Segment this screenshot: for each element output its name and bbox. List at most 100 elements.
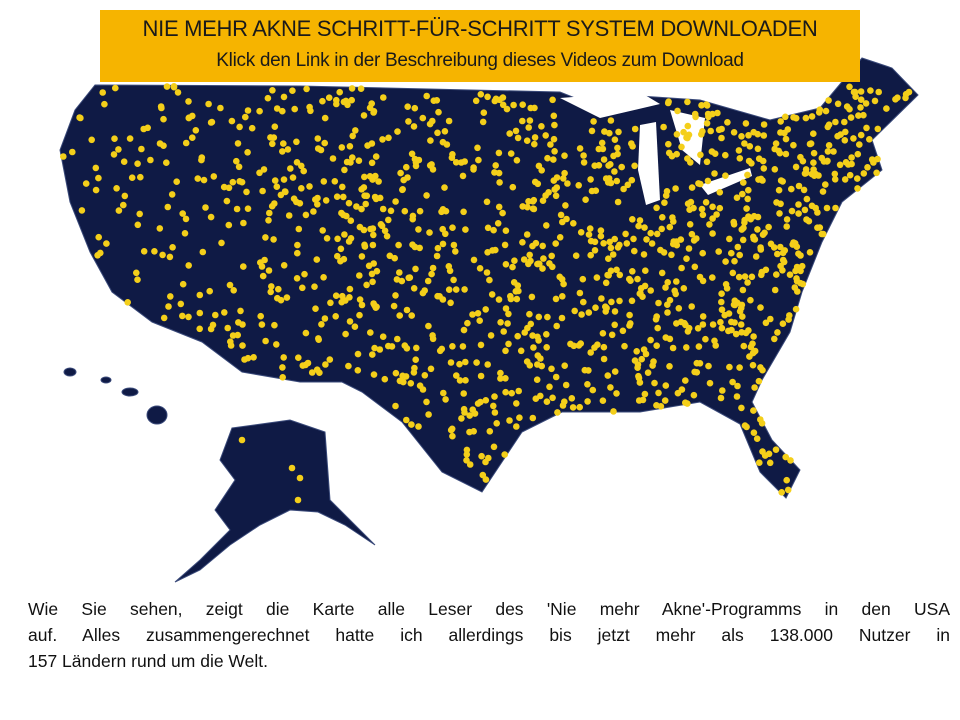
reader-dot [756, 459, 763, 467]
reader-dot [338, 144, 346, 151]
reader-dot [587, 237, 595, 245]
reader-dot [496, 179, 503, 186]
reader-dot [750, 333, 757, 340]
reader-dot [711, 150, 719, 157]
reader-dot [349, 132, 357, 140]
reader-dot [257, 312, 265, 320]
download-banner[interactable]: NIE MEHR AKNE SCHRITT-FÜR-SCHRITT SYSTEM… [100, 10, 860, 82]
reader-dot [699, 249, 706, 257]
reader-dot [716, 204, 724, 212]
reader-dot [807, 140, 815, 147]
reader-dot [285, 212, 293, 219]
reader-dot [744, 195, 751, 203]
reader-dot [733, 393, 741, 400]
reader-dot [741, 140, 748, 147]
reader-dot [554, 409, 561, 416]
reader-dot [113, 185, 120, 192]
reader-dot [206, 287, 213, 295]
banner-title: NIE MEHR AKNE SCHRITT-FÜR-SCHRITT SYSTEM… [142, 16, 818, 41]
reader-dot [495, 149, 503, 157]
reader-dot [358, 186, 365, 193]
reader-dot [434, 292, 441, 300]
reader-dot [669, 344, 677, 352]
reader-dot [477, 341, 485, 349]
reader-dot [283, 294, 291, 301]
reader-dot [664, 279, 671, 286]
reader-dot [590, 118, 597, 125]
reader-dot [136, 210, 143, 218]
reader-dot [655, 389, 662, 397]
reader-dot [582, 196, 589, 203]
reader-dot [331, 178, 339, 185]
reader-dot [726, 363, 733, 371]
reader-dot [77, 114, 84, 122]
reader-dot [682, 377, 689, 384]
reader-dot [256, 107, 263, 115]
paragraph-line: 157 Ländern rund um die Welt. [28, 651, 268, 671]
reader-dot [322, 361, 329, 368]
reader-dot [341, 166, 348, 174]
reader-dot [585, 231, 593, 238]
reader-dot [403, 163, 410, 171]
reader-dot [832, 204, 839, 212]
reader-dot [647, 336, 654, 344]
reader-dot [313, 366, 321, 374]
reader-dot [368, 159, 376, 167]
reader-dot [795, 250, 802, 257]
reader-dot [793, 263, 801, 271]
reader-dot [552, 240, 559, 247]
reader-dot [325, 94, 333, 101]
reader-dot [605, 255, 612, 262]
reader-dot [718, 306, 726, 314]
reader-dot [419, 114, 427, 122]
reader-dot [581, 366, 589, 374]
reader-dot [642, 267, 649, 275]
reader-dot [860, 111, 867, 119]
reader-dot [266, 209, 273, 217]
reader-dot [847, 114, 855, 121]
reader-dot [396, 377, 404, 385]
reader-dot [774, 329, 781, 336]
reader-dot [758, 268, 766, 276]
reader-dot [502, 305, 510, 312]
reader-dot [640, 251, 648, 258]
reader-dot [606, 129, 613, 137]
reader-dot [688, 184, 696, 191]
reader-dot [629, 216, 636, 223]
reader-dot [323, 235, 331, 242]
reader-dot [262, 234, 269, 241]
reader-dot [484, 224, 492, 232]
reader-dot [723, 285, 731, 292]
hawaii-island [146, 405, 168, 425]
reader-dot [88, 136, 95, 144]
reader-dot [426, 229, 433, 236]
reader-dot [423, 192, 430, 199]
reader-dot [499, 94, 507, 101]
reader-dot [718, 324, 726, 332]
reader-dot [535, 337, 542, 344]
reader-dot [674, 107, 681, 115]
reader-dot [709, 230, 716, 237]
reader-dot [637, 289, 644, 297]
reader-dot [482, 306, 490, 313]
reader-dot [462, 358, 469, 366]
reader-dot [306, 183, 313, 190]
reader-dot [767, 315, 774, 323]
reader-dot [333, 100, 340, 108]
reader-dot [641, 224, 648, 231]
reader-dot [748, 273, 756, 281]
reader-dot [510, 101, 517, 109]
reader-dot [607, 244, 615, 252]
reader-dot [346, 143, 354, 150]
reader-dot [771, 166, 779, 173]
reader-dot [649, 362, 656, 369]
reader-dot [464, 319, 471, 327]
reader-dot [559, 293, 566, 300]
reader-dot [482, 458, 489, 466]
reader-dot [843, 103, 851, 110]
reader-dot [630, 235, 637, 243]
reader-dot [110, 151, 118, 158]
reader-dot [260, 166, 268, 173]
reader-dot [738, 133, 745, 140]
reader-dot [531, 134, 539, 141]
